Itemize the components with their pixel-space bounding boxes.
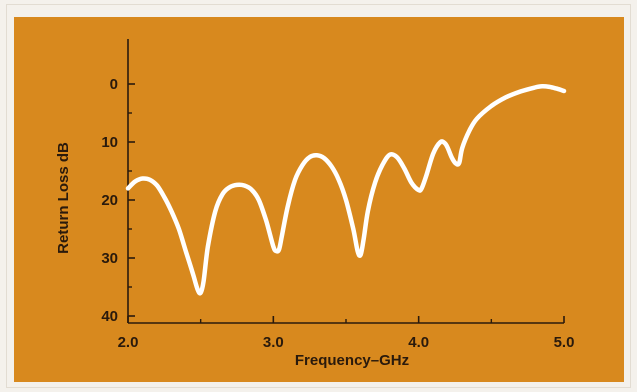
chart-panel: 2.0 3.0 4.0 5.0 0 10 20 30 40 Frequency–GHz Retu… — [14, 17, 624, 382]
y-tick-label: 40 — [101, 308, 118, 325]
y-tick-label: 0 — [110, 76, 118, 93]
y-axis-title: Return Loss dB — [55, 142, 72, 254]
y-tick-label: 10 — [101, 134, 118, 151]
y-tick-label: 20 — [101, 192, 118, 209]
y-tick-label: 30 — [101, 250, 118, 267]
x-tick-label: 2.0 — [118, 334, 139, 351]
tick-labels: 2.0 3.0 4.0 5.0 0 10 20 30 40 — [101, 76, 574, 351]
x-axis-title: Frequency–GHz — [295, 352, 409, 369]
tick-marks — [127, 83, 565, 323]
return-loss-chart: 2.0 3.0 4.0 5.0 0 10 20 30 40 Frequency–GHz Retu… — [55, 39, 574, 369]
x-tick-label: 3.0 — [263, 334, 284, 351]
x-tick-label: 4.0 — [408, 334, 429, 351]
return-loss-series-line — [125, 84, 567, 296]
x-tick-label: 5.0 — [554, 334, 575, 351]
